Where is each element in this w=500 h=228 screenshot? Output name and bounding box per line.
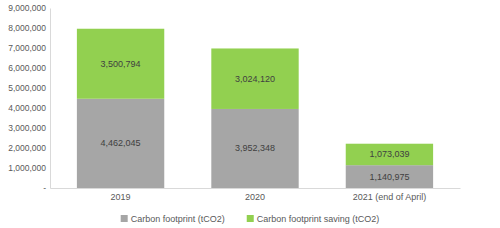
y-tick: 3,000,000 bbox=[8, 123, 50, 133]
y-tick-label: 7,000,000 bbox=[8, 43, 46, 53]
legend-label: Carbon footprint saving (tCO2) bbox=[257, 214, 380, 224]
y-axis-line bbox=[50, 9, 51, 189]
data-label: 1,140,975 bbox=[369, 172, 409, 182]
y-tick-label: 5,000,000 bbox=[8, 83, 46, 93]
y-axis: - 1,000,000 2,000,000 3,000,000 4,000,000 5,0… bbox=[8, 3, 50, 193]
legend-item: Carbon footprint (tCO2) bbox=[121, 214, 225, 224]
x-tick-label: 2019 bbox=[111, 192, 131, 202]
y-tick: 4,000,000 bbox=[8, 103, 50, 113]
plot: - 1,000,000 2,000,000 3,000,000 4,000,000 5,0… bbox=[8, 3, 460, 202]
data-label: 3,952,348 bbox=[235, 143, 275, 153]
x-tick-label: 2020 bbox=[245, 192, 265, 202]
legend: Carbon footprint (tCO2) Carbon footprint … bbox=[121, 214, 380, 224]
data-label: 3,500,794 bbox=[101, 59, 141, 69]
x-tick: 2021 (end of April) bbox=[353, 188, 427, 202]
x-axis-line bbox=[51, 188, 461, 189]
y-tick-label: 8,000,000 bbox=[8, 23, 46, 33]
data-label: 4,462,045 bbox=[101, 138, 141, 148]
y-tick-label: 2,000,000 bbox=[8, 143, 46, 153]
bar-segment bbox=[346, 165, 433, 188]
legend-item: Carbon footprint saving (tCO2) bbox=[247, 214, 380, 224]
bar-segment bbox=[211, 109, 298, 188]
y-tick-label: 3,000,000 bbox=[8, 123, 46, 133]
y-tick: 9,000,000 bbox=[8, 3, 50, 13]
y-tick: 5,000,000 bbox=[8, 83, 50, 93]
data-labels: 4,462,045 3,952,348 1,140,975 3,500,794 3,02… bbox=[101, 59, 410, 182]
bars bbox=[77, 29, 433, 188]
x-tick-label: 2021 (end of April) bbox=[353, 192, 427, 202]
bar-segment bbox=[346, 144, 433, 165]
data-label: 1,073,039 bbox=[369, 149, 409, 159]
y-tick-label: 1,000,000 bbox=[8, 163, 46, 173]
y-tick: 7,000,000 bbox=[8, 43, 50, 53]
chart: - 1,000,000 2,000,000 3,000,000 4,000,000 5,0… bbox=[0, 0, 500, 228]
legend-label: Carbon footprint (tCO2) bbox=[131, 214, 225, 224]
x-axis: 2019 2020 2021 (end of April) bbox=[51, 188, 461, 202]
bar-segment bbox=[211, 48, 298, 108]
x-tick: 2020 bbox=[245, 188, 265, 202]
y-tick: 2,000,000 bbox=[8, 143, 50, 153]
y-tick: 1,000,000 bbox=[8, 163, 50, 173]
y-tick: 8,000,000 bbox=[8, 23, 50, 33]
bar-segment bbox=[77, 29, 164, 99]
y-tick-label: 4,000,000 bbox=[8, 103, 46, 113]
y-tick-label: 6,000,000 bbox=[8, 63, 46, 73]
y-tick-label: - bbox=[43, 183, 46, 193]
data-label: 3,024,120 bbox=[235, 74, 275, 84]
legend-swatch bbox=[121, 215, 128, 222]
legend-swatch bbox=[247, 215, 254, 222]
y-tick: - bbox=[43, 183, 50, 193]
x-tick: 2019 bbox=[111, 188, 131, 202]
y-tick-label: 9,000,000 bbox=[8, 3, 46, 13]
y-tick: 6,000,000 bbox=[8, 63, 50, 73]
bar-segment bbox=[77, 99, 164, 188]
